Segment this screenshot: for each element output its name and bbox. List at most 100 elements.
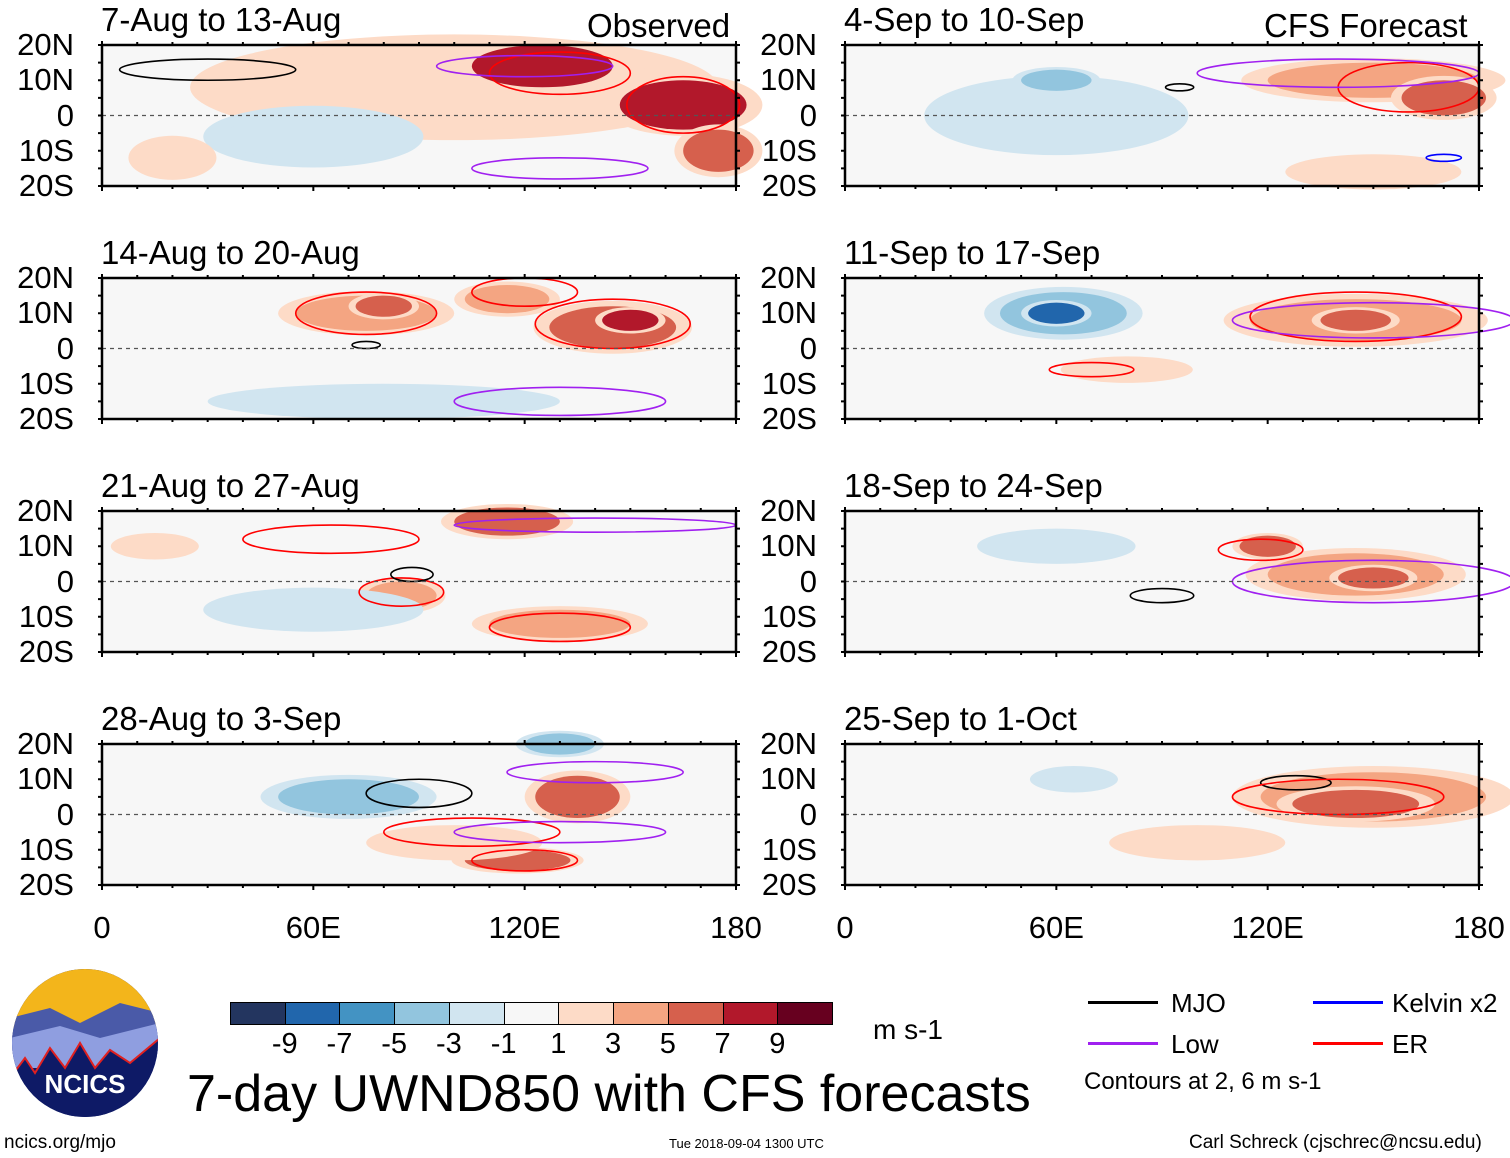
wave-contour	[242, 524, 420, 555]
wave-contour	[1164, 82, 1195, 92]
wave-contour	[1048, 361, 1135, 378]
map-panel	[98, 34, 763, 191]
wave-contour	[626, 75, 741, 134]
lat-tick-label: 10S	[18, 831, 74, 867]
lat-tick-label: 20S	[761, 867, 817, 902]
lat-tick-label: 10S	[761, 598, 817, 634]
anomaly-region	[992, 532, 1120, 561]
anomaly-region	[1021, 69, 1092, 91]
author-credit: Carl Schreck (cjschrec@ncsu.edu)	[1189, 1132, 1482, 1153]
map-panel	[841, 507, 1510, 657]
legend-swatch-kelvin	[1313, 1001, 1383, 1004]
map-panel	[841, 41, 1506, 191]
panel-title: 4-Sep to 10-Sep	[844, 1, 1085, 38]
map-panel	[98, 503, 740, 657]
wave-contour	[1217, 538, 1304, 562]
lon-tick-label: 120E	[488, 910, 561, 945]
colorbar-tick-label: 3	[605, 1028, 622, 1060]
lat-tick-label: 20S	[761, 168, 817, 203]
lon-tick-label: 60E	[285, 910, 341, 945]
lat-tick-label: 20S	[18, 634, 74, 669]
wave-contour	[488, 51, 632, 96]
colorbar-tick-label: 5	[659, 1028, 676, 1060]
colorbar-swatch	[448, 1002, 505, 1025]
anomaly-region	[1292, 789, 1420, 819]
panel-frame	[843, 43, 1481, 188]
colorbar-tick-label: 9	[769, 1028, 786, 1060]
site-link[interactable]: ncics.org/mjo	[4, 1132, 116, 1153]
colorbar-swatch	[777, 1002, 833, 1025]
wave-contour	[1249, 291, 1463, 343]
anomaly-region	[1302, 157, 1444, 186]
wave-contour	[390, 566, 434, 583]
panel-frame	[100, 276, 738, 421]
lon-tick-label: 120E	[1231, 910, 1304, 945]
lat-tick-label: 0	[799, 563, 817, 599]
lat-tick-label: 20S	[761, 401, 817, 436]
lat-tick-label: 10S	[18, 365, 74, 401]
lat-tick-label: 20N	[760, 260, 817, 295]
lat-tick-label: 10S	[761, 132, 817, 168]
lat-tick-label: 10N	[17, 62, 74, 98]
wave-contour	[118, 58, 297, 82]
logo-text: NCICS	[45, 1069, 126, 1099]
anomaly-region	[602, 309, 659, 331]
lat-tick-label: 10N	[760, 528, 817, 564]
lat-tick-label: 10S	[761, 365, 817, 401]
lat-tick-label: 20N	[760, 27, 817, 62]
panel-title: 7-Aug to 13-Aug	[101, 1, 342, 38]
panel-frame	[100, 509, 738, 654]
anomaly-region	[355, 295, 412, 317]
wave-contour	[471, 848, 579, 872]
lat-tick-label: 10N	[760, 62, 817, 98]
wave-contour	[1259, 774, 1332, 791]
anomaly-region	[119, 535, 191, 557]
colorbar-swatch	[558, 1002, 615, 1025]
lat-tick-label: 20S	[761, 634, 817, 669]
colorbar-swatch	[394, 1002, 450, 1025]
lat-tick-label: 20N	[17, 493, 74, 528]
wave-contour	[471, 157, 649, 180]
anomaly-region	[225, 592, 402, 628]
legend-label-low: Low	[1171, 1029, 1219, 1059]
panel-title: 25-Sep to 1-Oct	[844, 700, 1077, 737]
lat-tick-label: 0	[799, 796, 817, 832]
lat-tick-label: 0	[799, 97, 817, 133]
colorbar-tick-label: -5	[381, 1028, 408, 1060]
panel-title: 18-Sep to 24-Sep	[844, 467, 1103, 504]
colorbar-swatch	[284, 1002, 341, 1025]
lat-tick-label: 20N	[17, 27, 74, 62]
wave-contour	[488, 612, 632, 643]
anomaly-region	[1028, 302, 1085, 324]
wave-contour	[534, 298, 692, 350]
figure-title: 7-day UWND850 with CFS forecasts	[187, 1065, 1031, 1123]
colorbar-swatch	[667, 1002, 724, 1025]
lat-tick-label: 20N	[760, 726, 817, 761]
map-panel	[98, 274, 740, 424]
colorbar-tick-label: 1	[550, 1028, 567, 1060]
lat-tick-label: 20N	[17, 260, 74, 295]
anomaly-region	[1073, 359, 1180, 381]
lat-tick-label: 0	[799, 330, 817, 366]
ncics-logo: NCICS	[12, 969, 158, 1117]
wave-contour	[1129, 587, 1195, 604]
panel-title: 21-Aug to 27-Aug	[101, 467, 360, 504]
lon-tick-label: 180	[1453, 910, 1505, 945]
lat-tick-label: 10N	[17, 528, 74, 564]
lat-tick-label: 20S	[18, 867, 74, 902]
lat-tick-label: 10N	[760, 761, 817, 797]
anomaly-region	[278, 779, 419, 815]
colorbar-swatch	[503, 1002, 560, 1025]
legend-label-mjo: MJO	[1171, 988, 1226, 1018]
colorbar-tick-label: -3	[436, 1028, 462, 1060]
anomaly-region	[383, 828, 525, 857]
anomaly-region	[1320, 309, 1391, 331]
panel-frame	[843, 509, 1481, 654]
wave-contour	[453, 820, 667, 844]
lat-tick-label: 10N	[760, 295, 817, 331]
panel-title: 11-Sep to 17-Sep	[844, 234, 1101, 271]
lon-tick-label: 0	[93, 910, 111, 945]
anomaly-region	[1038, 768, 1110, 790]
colorbar-swatch	[230, 1002, 286, 1025]
colorbar-tick-label: -9	[271, 1028, 298, 1060]
